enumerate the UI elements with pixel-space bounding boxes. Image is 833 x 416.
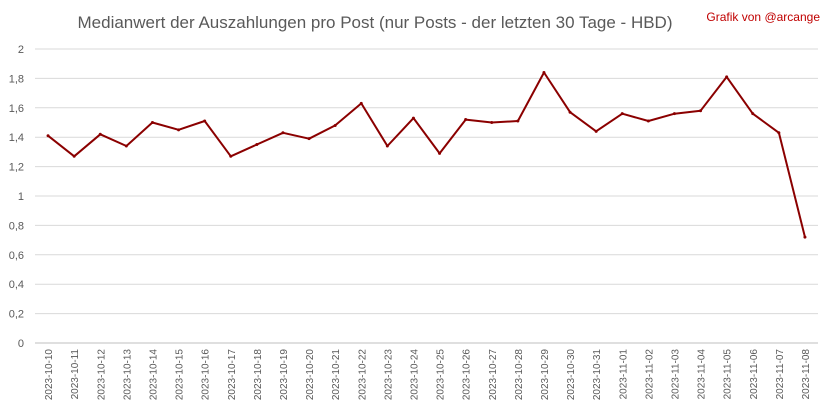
data-point	[203, 119, 207, 123]
data-point	[333, 123, 337, 127]
x-tick-label: 2023-10-24	[409, 349, 420, 401]
data-point	[255, 143, 259, 147]
x-tick-label: 2023-11-02	[644, 349, 655, 400]
x-tick-label: 2023-10-20	[305, 349, 316, 401]
data-point	[281, 131, 285, 135]
data-point	[803, 235, 807, 239]
y-tick-label: 0,2	[9, 309, 24, 321]
data-point	[150, 121, 154, 124]
y-tick-label: 0,8	[9, 220, 24, 232]
data-point	[777, 131, 781, 135]
data-point	[725, 75, 729, 79]
x-tick-label: 2023-10-11	[70, 349, 81, 400]
data-point	[646, 119, 650, 123]
chart-credit: Grafik von @arcange	[706, 10, 820, 24]
x-tick-label: 2023-10-29	[540, 349, 551, 401]
y-tick-label: 1,2	[9, 162, 24, 174]
gridlines	[35, 48, 818, 344]
x-tick-label: 2023-10-12	[96, 349, 107, 401]
y-tick-label: 0,6	[9, 250, 24, 262]
data-point	[46, 134, 50, 138]
x-tick-label: 2023-11-01	[618, 349, 629, 400]
data-point	[516, 119, 520, 123]
y-tick-label: 1	[18, 191, 24, 203]
data-point	[672, 112, 676, 116]
y-axis-ticks: 0 0,2 0,4 0,6 0,8 1 1,2 1,4 1,6 1,8 2	[9, 44, 24, 350]
y-tick-label: 0	[18, 338, 24, 350]
x-tick-label: 2023-10-25	[436, 349, 447, 401]
series-line	[47, 71, 806, 238]
data-point	[594, 129, 598, 133]
data-point	[98, 132, 102, 136]
data-point	[177, 128, 181, 132]
x-tick-label: 2023-10-15	[175, 349, 186, 401]
y-tick-label: 2	[18, 44, 24, 56]
x-tick-label: 2023-10-16	[201, 349, 212, 401]
y-tick-label: 1,6	[9, 103, 24, 115]
x-tick-label: 2023-10-23	[383, 349, 394, 401]
chart-title: Medianwert der Auszahlungen pro Post (nu…	[78, 13, 673, 32]
data-point	[490, 121, 494, 124]
x-axis-ticks: 2023-10-10 2023-10-11 2023-10-12 2023-10-13…	[44, 349, 812, 401]
x-tick-label: 2023-10-19	[279, 349, 290, 401]
data-point	[542, 71, 546, 75]
data-point	[699, 109, 703, 113]
x-tick-label: 2023-10-31	[592, 349, 603, 401]
y-tick-label: 1,8	[9, 73, 24, 85]
x-tick-label: 2023-10-27	[488, 349, 499, 401]
data-point	[411, 116, 415, 120]
x-tick-label: 2023-11-06	[749, 349, 760, 400]
x-tick-label: 2023-11-07	[775, 349, 786, 400]
data-point	[359, 101, 363, 105]
data-point	[464, 118, 468, 122]
data-point	[385, 144, 389, 148]
data-point	[568, 110, 572, 114]
data-point	[307, 137, 311, 141]
x-tick-label: 2023-10-26	[462, 349, 473, 401]
data-point	[620, 112, 624, 116]
x-tick-label: 2023-10-30	[566, 349, 577, 401]
y-tick-label: 1,4	[9, 132, 24, 144]
y-tick-label: 0,4	[9, 279, 24, 291]
data-point	[72, 154, 76, 158]
series-layer	[46, 71, 807, 239]
x-tick-label: 2023-11-08	[801, 349, 812, 400]
x-tick-label: 2023-10-14	[148, 349, 159, 401]
data-point	[124, 144, 128, 148]
x-tick-label: 2023-10-13	[122, 349, 133, 401]
x-tick-label: 2023-10-18	[253, 349, 264, 401]
x-tick-label: 2023-10-22	[357, 349, 368, 401]
x-tick-label: 2023-10-21	[331, 349, 342, 401]
x-tick-label: 2023-11-04	[697, 349, 708, 400]
x-tick-label: 2023-10-17	[227, 349, 238, 401]
data-point	[751, 112, 755, 116]
x-tick-label: 2023-11-03	[670, 349, 681, 400]
data-point	[229, 154, 233, 158]
x-tick-label: 2023-10-28	[514, 349, 525, 401]
data-point	[438, 151, 442, 155]
x-tick-label: 2023-10-10	[44, 349, 55, 401]
x-tick-label: 2023-11-05	[723, 349, 734, 400]
